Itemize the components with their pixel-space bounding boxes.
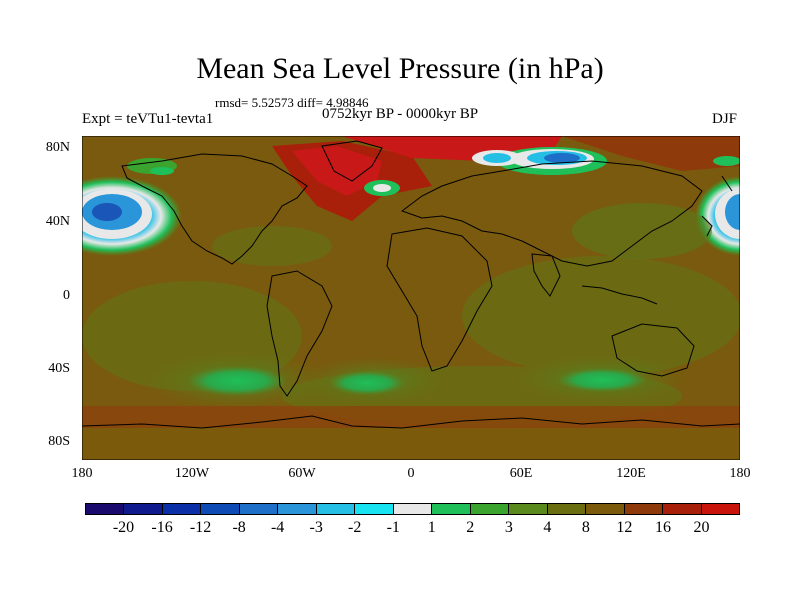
colorbar-swatch — [316, 504, 356, 514]
colorbar-label: 1 — [427, 519, 436, 536]
field-region — [557, 368, 647, 392]
colorbar-label: 12 — [616, 519, 633, 536]
colorbar-swatch — [278, 504, 317, 514]
colorbar-swatch — [432, 504, 471, 514]
y-axis-label: 0 — [63, 288, 70, 303]
field-region — [544, 153, 580, 163]
colorbar-swatch — [701, 504, 739, 514]
x-axis-label: 180 — [71, 466, 93, 481]
pressure-map — [82, 136, 740, 460]
field-region — [462, 256, 740, 376]
x-axis-label: 60E — [509, 466, 533, 481]
field-region — [373, 184, 391, 192]
colorbar-label: -12 — [189, 519, 212, 536]
colorbar-swatch — [201, 504, 240, 514]
colorbar-swatch — [162, 504, 202, 514]
colorbar-swatch — [86, 504, 125, 514]
colorbar-label: 4 — [543, 519, 552, 536]
field-region — [713, 156, 740, 166]
colorbar-swatch — [509, 504, 548, 514]
y-axis-label: 40S — [48, 361, 70, 376]
colorbar-label: -4 — [270, 519, 285, 536]
colorbar-label: 3 — [504, 519, 513, 536]
colorbar-label: 2 — [466, 519, 475, 536]
y-axis-label: 80S — [48, 434, 70, 449]
experiment-label: Expt = teVTu1-tevta1 — [82, 111, 214, 127]
colorbar-label: 16 — [654, 519, 671, 536]
colorbar-label: -20 — [112, 519, 135, 536]
colorbar-label: 8 — [581, 519, 590, 536]
field-region — [292, 146, 382, 196]
field-region — [572, 203, 712, 259]
season-label: DJF — [712, 111, 738, 127]
x-axis-label: 0 — [407, 466, 415, 481]
field-region — [150, 167, 174, 175]
y-axis-label: 40N — [45, 214, 70, 229]
field-region — [187, 366, 287, 396]
x-axis-label: 120W — [174, 466, 210, 481]
colorbar-swatch — [393, 504, 433, 514]
field-region — [483, 153, 511, 163]
colorbar-swatch — [355, 504, 394, 514]
field-region — [212, 226, 332, 266]
colorbar-swatch — [663, 504, 702, 514]
colorbar-label: -1 — [386, 519, 400, 536]
period-text: 0752kyr BP - 0000kyr BP — [322, 106, 479, 122]
colorbar-swatch — [624, 504, 664, 514]
colorbar-label: -2 — [348, 519, 362, 536]
y-axis-label: 80N — [45, 140, 70, 155]
colorbar-label: -3 — [309, 519, 323, 536]
colorbar-swatch — [586, 504, 625, 514]
colorbar-label: 20 — [693, 519, 710, 536]
colorbar-swatch — [547, 504, 587, 514]
field-region — [82, 406, 740, 430]
field-region — [329, 371, 405, 395]
colorbar-label: -16 — [151, 519, 173, 536]
x-axis-label: 60W — [288, 466, 316, 481]
colorbar-label: -8 — [232, 519, 246, 536]
field-region — [92, 203, 122, 221]
field-region — [82, 428, 740, 460]
field-region — [725, 194, 740, 230]
colorbar — [85, 503, 740, 515]
x-axis-label: 120E — [616, 466, 646, 481]
colorbar-swatch — [470, 504, 510, 514]
field-region — [562, 136, 740, 171]
stats-text: rmsd= 5.52573 diff= 4.98846 — [215, 95, 369, 110]
page-title: Mean Sea Level Pressure (in hPa) — [196, 52, 604, 85]
coastlines — [82, 140, 740, 429]
colorbar-swatch — [124, 504, 163, 514]
colorbar-swatch — [239, 504, 279, 514]
x-axis-label: 180 — [729, 466, 751, 481]
